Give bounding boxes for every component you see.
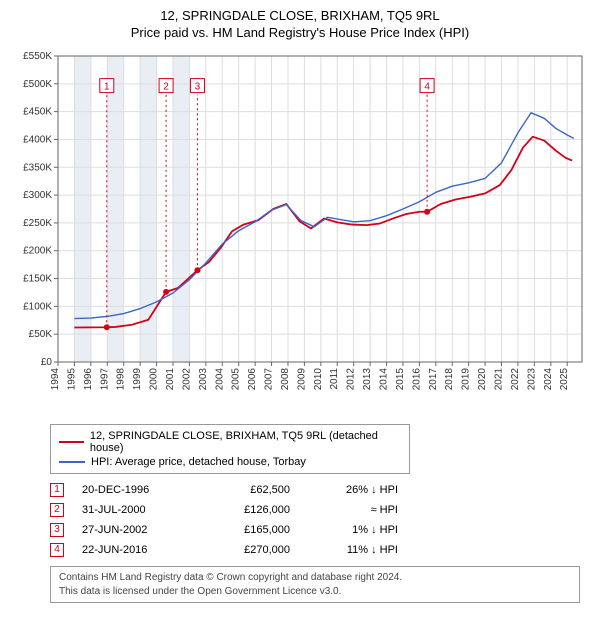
svg-text:£550K: £550K [23,51,52,62]
svg-text:2010: 2010 [313,368,324,391]
chart-svg: £0 £50K £100K £150K £200K £250K £300K £350K £400… [10,46,590,416]
svg-text:£400K: £400K [23,134,52,145]
svg-text:2022: 2022 [510,368,521,391]
svg-text:1997: 1997 [99,368,110,391]
event-row: 2 31-JUL-2000 £126,000 ≈ HPI [50,500,590,520]
svg-text:£250K: £250K [23,218,52,229]
svg-text:£50K: £50K [29,329,53,340]
legend-swatch [59,461,85,463]
svg-text:£200K: £200K [23,246,52,257]
svg-text:1999: 1999 [132,368,143,391]
svg-text:2011: 2011 [329,368,340,390]
event-price: £62,500 [210,484,290,496]
svg-text:2020: 2020 [477,368,488,391]
event-price: £126,000 [210,504,290,516]
event-price: £270,000 [210,544,290,556]
legend-swatch [59,441,84,443]
svg-text:£0: £0 [41,357,53,368]
svg-text:£500K: £500K [23,79,52,90]
event-delta: 1% ↓ HPI [308,524,398,536]
svg-text:2009: 2009 [296,368,307,391]
svg-text:2016: 2016 [411,368,422,391]
svg-text:2003: 2003 [198,368,209,391]
svg-text:2001: 2001 [165,368,176,391]
svg-text:2006: 2006 [247,368,258,391]
legend-item: HPI: Average price, detached house, Torb… [59,455,401,469]
footnote-line2: This data is licensed under the Open Gov… [59,585,571,599]
event-date: 31-JUL-2000 [82,504,192,516]
svg-text:2025: 2025 [559,368,570,391]
event-marker: 1 [50,483,64,497]
svg-text:2013: 2013 [362,368,373,391]
event-marker: 4 [50,543,64,557]
event-delta: 11% ↓ HPI [308,544,398,556]
event-price: £165,000 [210,524,290,536]
svg-text:2012: 2012 [346,368,357,391]
title-address: 12, SPRINGDALE CLOSE, BRIXHAM, TQ5 9RL [10,8,590,23]
chart-container: 12, SPRINGDALE CLOSE, BRIXHAM, TQ5 9RL P… [0,0,600,613]
svg-text:2019: 2019 [461,368,472,391]
svg-text:1994: 1994 [50,368,61,391]
title-subtitle: Price paid vs. HM Land Registry's House … [10,25,590,40]
svg-text:4: 4 [424,82,430,93]
legend: 12, SPRINGDALE CLOSE, BRIXHAM, TQ5 9RL (… [50,424,410,474]
svg-text:£300K: £300K [23,190,52,201]
svg-text:£150K: £150K [23,274,52,285]
event-date: 20-DEC-1996 [82,484,192,496]
svg-text:2015: 2015 [395,368,406,391]
svg-text:£350K: £350K [23,162,52,173]
svg-text:1: 1 [104,82,110,93]
title-block: 12, SPRINGDALE CLOSE, BRIXHAM, TQ5 9RL P… [10,8,590,40]
event-delta: ≈ HPI [308,504,398,516]
event-date: 27-JUN-2002 [82,524,192,536]
event-row: 1 20-DEC-1996 £62,500 26% ↓ HPI [50,480,590,500]
svg-text:2014: 2014 [379,368,390,391]
svg-text:2005: 2005 [231,368,242,391]
svg-text:3: 3 [195,82,201,93]
svg-text:1996: 1996 [83,368,94,391]
event-date: 22-JUN-2016 [82,544,192,556]
legend-label: HPI: Average price, detached house, Torb… [91,456,306,468]
svg-text:2000: 2000 [149,368,160,391]
svg-text:2023: 2023 [526,368,537,391]
event-marker: 3 [50,523,64,537]
svg-text:2004: 2004 [214,368,225,391]
svg-text:2018: 2018 [444,368,455,391]
footnote-line1: Contains HM Land Registry data © Crown c… [59,571,571,585]
legend-item: 12, SPRINGDALE CLOSE, BRIXHAM, TQ5 9RL (… [59,429,401,455]
svg-text:2024: 2024 [543,368,554,391]
event-table: 1 20-DEC-1996 £62,500 26% ↓ HPI 2 31-JUL-2000… [50,480,590,560]
event-row: 3 27-JUN-2002 £165,000 1% ↓ HPI [50,520,590,540]
svg-text:2002: 2002 [181,368,192,391]
legend-label: 12, SPRINGDALE CLOSE, BRIXHAM, TQ5 9RL (… [90,430,401,454]
svg-text:1998: 1998 [116,368,127,391]
svg-text:2: 2 [163,82,169,93]
footnote: Contains HM Land Registry data © Crown c… [50,566,580,603]
svg-text:2008: 2008 [280,368,291,391]
event-row: 4 22-JUN-2016 £270,000 11% ↓ HPI [50,540,590,560]
svg-text:£450K: £450K [23,107,52,118]
svg-text:2021: 2021 [494,368,505,391]
chart: £0 £50K £100K £150K £200K £250K £300K £350K £400… [10,46,590,416]
svg-text:2007: 2007 [264,368,275,391]
svg-text:2017: 2017 [428,368,439,391]
event-delta: 26% ↓ HPI [308,484,398,496]
event-marker: 2 [50,503,64,517]
svg-text:£100K: £100K [23,301,52,312]
svg-text:1995: 1995 [66,368,77,391]
